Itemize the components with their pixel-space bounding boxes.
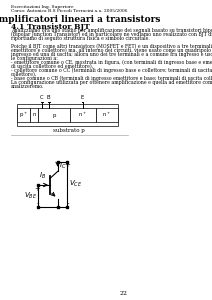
Text: di uscita collettore ed emettitore),: di uscita collettore ed emettitore), xyxy=(11,64,93,69)
Text: +: + xyxy=(64,162,70,168)
Text: C: C xyxy=(40,95,44,100)
Text: $V_{BE}$: $V_{BE}$ xyxy=(24,191,37,201)
Bar xyxy=(38,108,70,122)
Bar xyxy=(70,108,96,122)
Text: - base comune o CB (terminali di ingresso emettitore e base; terminali di uscita: - base comune o CB (terminali di ingress… xyxy=(11,76,212,81)
Text: p: p xyxy=(52,112,56,118)
Text: ingresso ed una di uscita; allora uno dei tre terminali e a comune fra ingresso : ingresso ed una di uscita; allora uno de… xyxy=(11,52,212,57)
Text: +: + xyxy=(35,186,40,192)
Text: analizzeremo.: analizzeremo. xyxy=(11,84,44,89)
Text: le configurazioni a:: le configurazioni a: xyxy=(11,56,58,61)
Text: n$^+$: n$^+$ xyxy=(102,111,111,119)
Text: $I_C$: $I_C$ xyxy=(59,161,67,171)
Text: -: - xyxy=(36,201,39,207)
Text: $I_B$: $I_B$ xyxy=(39,171,46,181)
Text: (Bipolar Junction Transistor) ed in particolare ne vediamo uno realizzato con BJ: (Bipolar Junction Transistor) ed in part… xyxy=(11,32,212,37)
Bar xyxy=(17,104,118,126)
Text: 4. Amplificatori lineari a transistors: 4. Amplificatori lineari a transistors xyxy=(0,15,160,24)
Text: p$^+$: p$^+$ xyxy=(19,110,28,120)
Bar xyxy=(30,108,38,122)
Text: emettitore e collettore) ma, all'interno dei circuiti, viene usato come un quadr: emettitore e collettore) ma, all'interno… xyxy=(11,48,212,53)
Text: - emettitore comune o CE, mostrata in figura, (con terminali di ingresso base e : - emettitore comune o CE, mostrata in fi… xyxy=(11,60,212,65)
Text: - collettore comune o CC (terminali di ingresso base e collettore; terminali di : - collettore comune o CC (terminali di i… xyxy=(11,68,212,73)
Text: riportiamo di seguito struttura fisica e simbolo circuitale.: riportiamo di seguito struttura fisica e… xyxy=(11,36,150,41)
Bar xyxy=(96,108,118,122)
Text: 22: 22 xyxy=(120,291,128,296)
Text: -: - xyxy=(66,201,69,207)
Text: B: B xyxy=(47,95,50,100)
Text: La configurazione utilizzata per ottenere amplificazione e quella ad emettitore : La configurazione utilizzata per ottener… xyxy=(11,80,212,85)
Text: Poiche il BJT come altri transistors (MOSFET e FET) e un dispositivo a tre termi: Poiche il BJT come altri transistors (MO… xyxy=(11,44,212,49)
Text: n: n xyxy=(33,112,36,118)
Text: n$^+$: n$^+$ xyxy=(78,111,87,119)
Bar xyxy=(17,108,30,122)
Text: Analizziamo ora uno stadio per amplificazione dei segnali basato su transistori : Analizziamo ora uno stadio per amplifica… xyxy=(11,28,212,33)
Text: $V_{CE}$: $V_{CE}$ xyxy=(68,179,82,189)
Text: Esercitazioni Ing. Superiore: Esercitazioni Ing. Superiore xyxy=(11,5,74,9)
Text: Corso: Autonica B.S Piccoli Terracini a.a. 2005/2006: Corso: Autonica B.S Piccoli Terracini a.… xyxy=(11,9,127,13)
Text: 4.1 Transistor BJT: 4.1 Transistor BJT xyxy=(11,23,90,31)
Text: substrato p: substrato p xyxy=(53,128,85,133)
Text: collettore),: collettore), xyxy=(11,72,37,77)
Text: E: E xyxy=(81,95,84,100)
